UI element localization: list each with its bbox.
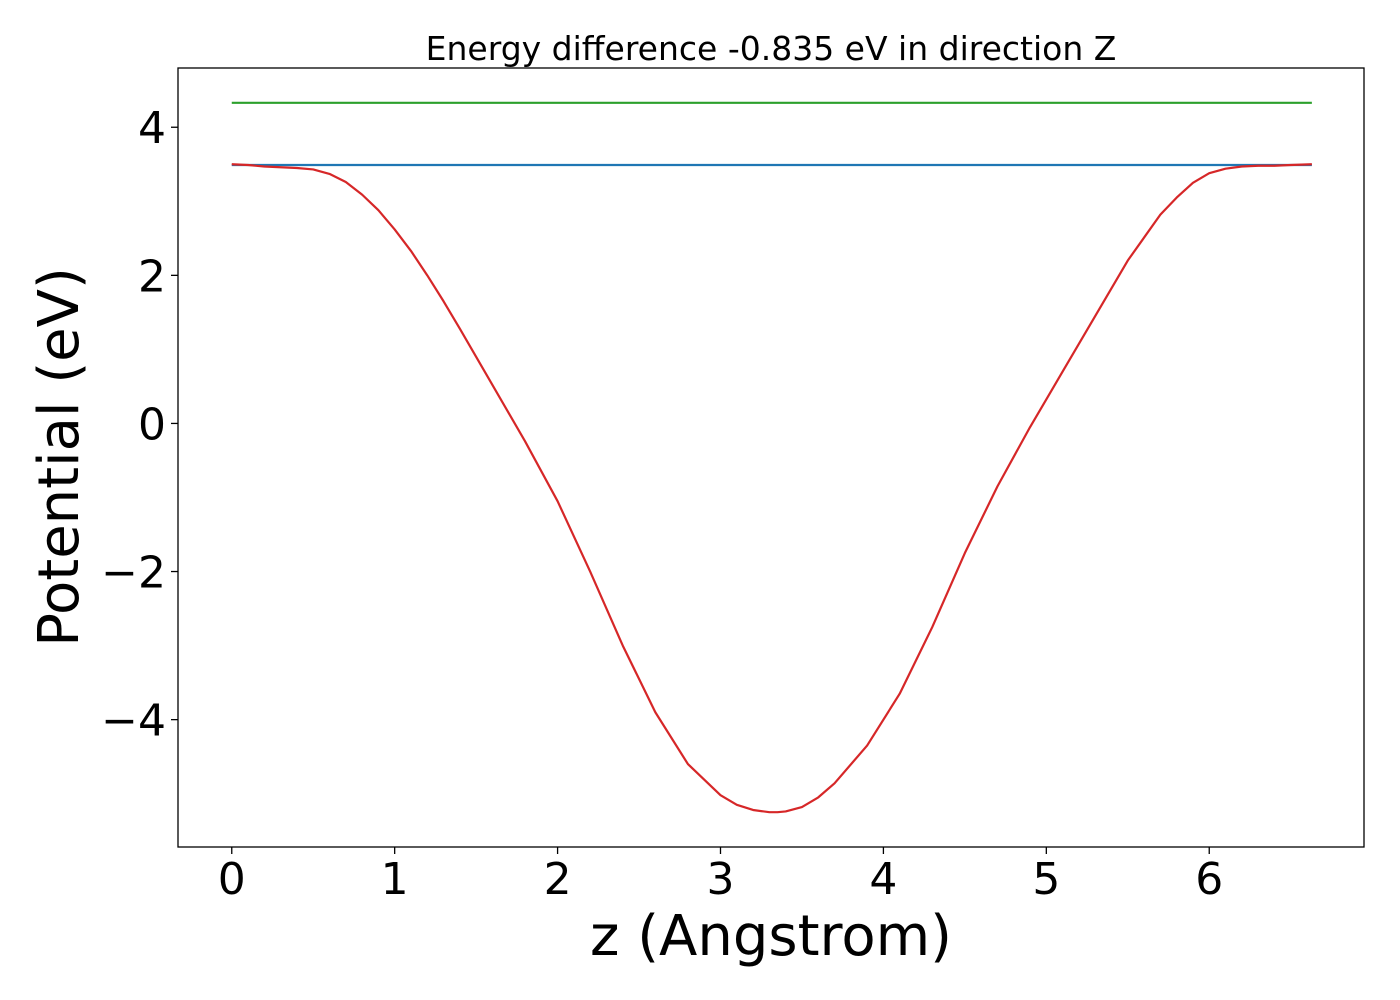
x-axis-label: z (Angstrom)	[590, 904, 952, 969]
y-tick-label: 4	[138, 103, 166, 154]
series-line-2	[231, 163, 1312, 814]
y-tick-label: −4	[101, 696, 166, 747]
x-tick-label: 5	[1032, 854, 1060, 905]
x-tick-label: 3	[706, 854, 734, 905]
y-tick-label: 2	[138, 251, 166, 302]
plot-frame	[177, 67, 1365, 848]
plot-lines	[231, 101, 1312, 814]
x-tick-label: 2	[544, 854, 572, 905]
y-axis-ticks: −4 −2 0 2 4	[101, 103, 178, 747]
x-tick-label: 0	[218, 854, 246, 905]
x-tick-label: 4	[869, 854, 897, 905]
y-tick-label: 0	[138, 399, 166, 450]
x-tick-label: 1	[381, 854, 409, 905]
x-axis-ticks: 0 1 2 3 4 5 6	[218, 847, 1223, 905]
x-tick-label: 6	[1195, 854, 1223, 905]
y-axis-label: Potential (eV)	[27, 267, 92, 647]
chart-title: Energy difference -0.835 eV in direction…	[426, 29, 1117, 68]
y-tick-label: −2	[101, 548, 166, 599]
